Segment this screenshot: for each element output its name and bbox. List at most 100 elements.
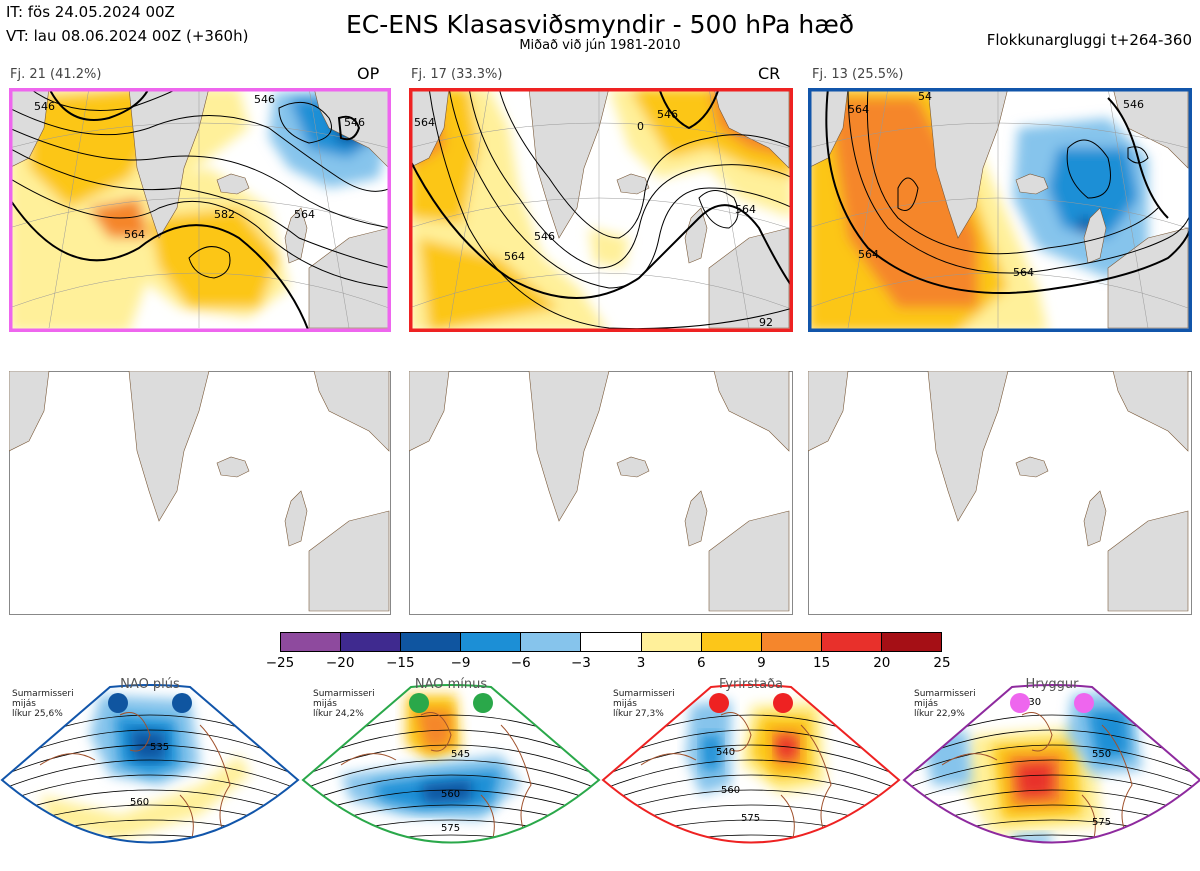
regime-note-line: mijás xyxy=(613,699,637,709)
panel-3-label: Fj. 13 (25.5%) xyxy=(812,67,904,82)
colorbar-tick-label: −15 xyxy=(386,655,415,671)
contour-label: 575 xyxy=(741,813,760,824)
colorbar-tick-label: −6 xyxy=(510,655,531,671)
height-contour xyxy=(2,774,298,808)
contour-label: 530 xyxy=(1022,697,1041,708)
panel-1-tag: OP xyxy=(357,64,380,83)
height-contour xyxy=(303,834,599,843)
coastline xyxy=(39,712,231,843)
contour-label: 564 xyxy=(504,250,525,263)
colorbar-tick-label: 25 xyxy=(933,655,951,671)
colorbar-swatch xyxy=(341,633,402,651)
regime-panel: 535 560 NAO plús Sumarmisseri mijás líkur 25,… xyxy=(0,675,300,871)
height-contour xyxy=(904,774,1200,808)
regime-note: Sumarmisseri mijás líkur 22,9% xyxy=(914,689,976,719)
colorbar-tick-label: −20 xyxy=(325,655,355,671)
colorbar-tick-label: 6 xyxy=(696,655,706,671)
contour-label: 546 xyxy=(657,108,678,121)
colorbar-swatch xyxy=(461,633,522,651)
contour-label: 564 xyxy=(858,248,879,261)
regime-note-line: líkur 27,3% xyxy=(613,709,664,719)
height-contour xyxy=(2,744,298,782)
regime-note-line: mijás xyxy=(12,699,36,709)
panel-3-frame xyxy=(808,88,1192,332)
regime-note-line: líkur 22,9% xyxy=(914,709,965,719)
colorbar-swatch xyxy=(401,633,462,651)
regime-note: Sumarmisseri mijás líkur 27,3% xyxy=(613,689,675,719)
regime-map: 545 560 575 xyxy=(301,684,601,844)
regime-frame xyxy=(301,684,601,844)
anomaly-area xyxy=(416,710,451,750)
page-subtitle: Miðað við jún 1981-2010 xyxy=(519,38,681,53)
height-contour xyxy=(303,759,599,795)
coastline xyxy=(941,712,1133,843)
colorbar-tick-label: −9 xyxy=(450,655,471,671)
contour-label: 575 xyxy=(441,823,460,834)
height-contour xyxy=(303,774,599,808)
contour-label: 564 xyxy=(848,103,869,116)
panel-2-label: Fj. 17 (33.3%) xyxy=(411,67,503,82)
contour-label: 564 xyxy=(124,228,145,241)
page-title: EC-ENS Klasasviðsmyndir - 500 hPa hæð xyxy=(345,10,855,39)
contour-label: 546 xyxy=(344,116,365,129)
height-contour xyxy=(2,834,298,843)
regime-marker-dot xyxy=(1010,693,1030,713)
regime-marker-dot xyxy=(1074,693,1094,713)
panel-1-map: 546 564 582 546 564 546 xyxy=(9,88,391,332)
colorbar-tick-label: 3 xyxy=(636,655,646,671)
regime-note: Sumarmisseri mijás líkur 25,6% xyxy=(12,689,74,719)
contour-label: 546 xyxy=(534,230,555,243)
regime-note-line: líkur 25,6% xyxy=(12,709,63,719)
classification-window: Flokkunargluggi t+264-360 xyxy=(986,31,1192,49)
regime-note-line: Sumarmisseri xyxy=(914,689,976,699)
colorbar-swatch xyxy=(641,633,702,651)
contour-label: 575 xyxy=(1092,817,1111,828)
colorbar-tick-label: −25 xyxy=(265,655,295,671)
regime-note-line: Sumarmisseri xyxy=(12,689,74,699)
regime-frame xyxy=(0,684,300,844)
anomaly-area xyxy=(1017,763,1052,797)
contour-label: 54 xyxy=(918,90,932,103)
contour-label: 582 xyxy=(214,208,235,221)
height-contour xyxy=(904,834,1200,843)
panel-2-frame xyxy=(409,88,793,332)
regime-marker-dot xyxy=(409,693,429,713)
regime-frame xyxy=(601,684,901,844)
panel-3-map: 564 564 546 564 54 xyxy=(808,88,1192,332)
contour-label: 564 xyxy=(1013,266,1034,279)
contour-label: 560 xyxy=(721,785,740,796)
regime-marker-dot xyxy=(473,693,493,713)
colorbar-tick-label: −3 xyxy=(570,655,591,671)
colorbar-swatch xyxy=(821,633,882,651)
anomaly-area xyxy=(776,737,796,759)
contour-label: 535 xyxy=(150,742,169,753)
colorbar-tick-label: 9 xyxy=(757,655,766,671)
height-contour xyxy=(603,759,899,795)
height-contour xyxy=(303,744,599,782)
regime-map: 535 560 xyxy=(0,684,300,844)
contour-label: 564 xyxy=(294,208,315,221)
empty-map-1 xyxy=(9,371,391,615)
regime-panel: 545 560 575 NAO mínus Sumarmisseri mijás líkur… xyxy=(301,675,601,871)
colorbar-swatch xyxy=(581,633,642,651)
regime-marker-dot xyxy=(108,693,128,713)
height-contour xyxy=(603,834,899,843)
height-contour xyxy=(603,744,899,782)
colorbar-swatch xyxy=(281,633,342,651)
contour-label: 564 xyxy=(414,116,435,129)
regime-title: Hryggur xyxy=(1025,677,1079,692)
panel-2-map: 564 546 564 546 564 0 92 xyxy=(409,88,793,332)
empty-map-2 xyxy=(409,371,793,615)
colorbar-swatch xyxy=(521,633,582,651)
colorbar-labels: −25 −20 −15 −9 −6 −3 3 6 9 15 20 25 xyxy=(266,655,951,673)
contour-label: 564 xyxy=(735,203,756,216)
regime-note-line: Sumarmisseri xyxy=(313,689,375,699)
panel-1-frame xyxy=(9,88,391,332)
height-contour xyxy=(904,759,1200,795)
regime-map: 530 550 575 xyxy=(902,684,1200,844)
regime-marker-dot xyxy=(709,693,729,713)
coastline xyxy=(340,712,532,843)
issue-time: IT: fös 24.05.2024 00Z xyxy=(6,3,175,21)
regime-note-line: líkur 24,2% xyxy=(313,709,364,719)
panel-2-tag: CR xyxy=(758,64,781,83)
